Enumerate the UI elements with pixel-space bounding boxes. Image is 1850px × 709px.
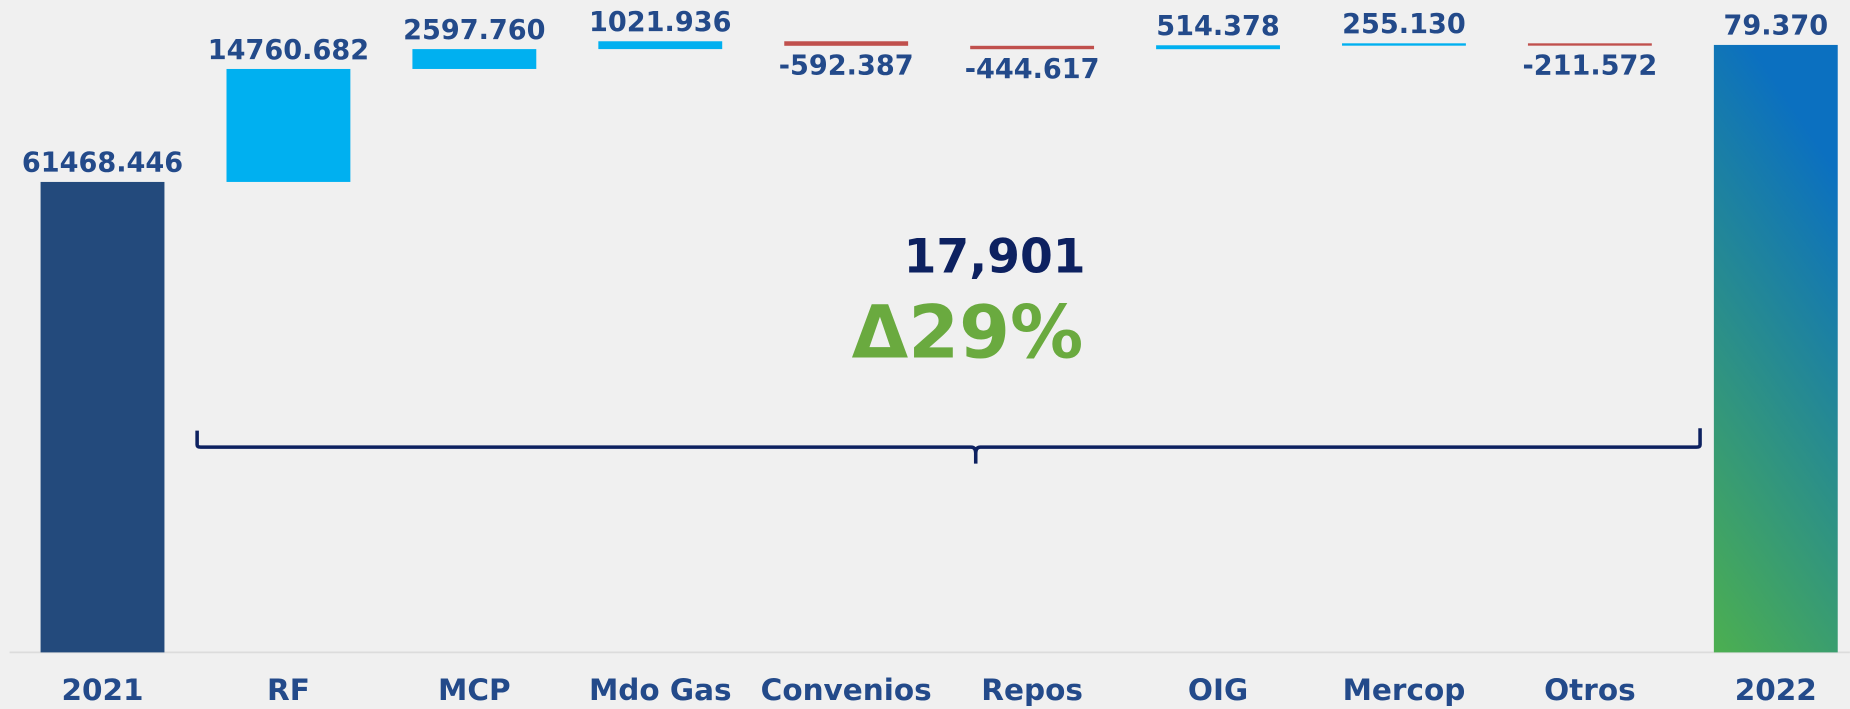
category-label: Repos	[981, 673, 1083, 707]
category-label: Mdo Gas	[589, 673, 732, 707]
bar	[784, 41, 909, 46]
category-label: OIG	[1188, 673, 1248, 707]
bar	[598, 41, 723, 50]
value-label: 2597.760	[403, 15, 545, 46]
delta-percent: Δ29%	[852, 290, 1084, 375]
delta-value: 17,901	[904, 230, 1086, 285]
bar	[1156, 45, 1280, 50]
bar	[1527, 43, 1652, 46]
bar	[40, 181, 165, 653]
value-label: -444.617	[965, 54, 1100, 85]
bar	[226, 68, 351, 182]
category-label: 2022	[1735, 673, 1817, 707]
bar	[970, 45, 1095, 50]
value-label: 255.130	[1342, 9, 1466, 40]
brace	[195, 428, 1702, 464]
value-label: -592.387	[779, 51, 914, 82]
value-label: 1021.936	[589, 7, 731, 38]
category-label: Otros	[1544, 673, 1636, 707]
category-label: RF	[267, 673, 310, 707]
bar	[412, 49, 537, 69]
value-label: 61468.446	[22, 148, 183, 179]
value-label: -211.572	[1522, 50, 1657, 81]
category-label: MCP	[438, 673, 511, 707]
category-label: 2021	[61, 673, 143, 707]
value-label: 514.378	[1156, 11, 1280, 42]
category-label: Mercop	[1343, 673, 1466, 707]
value-label: 79.370	[1723, 11, 1828, 42]
category-label: Convenios	[761, 673, 932, 707]
bar	[1342, 43, 1466, 46]
value-label: 14760.682	[208, 35, 369, 66]
bar	[1713, 44, 1838, 653]
